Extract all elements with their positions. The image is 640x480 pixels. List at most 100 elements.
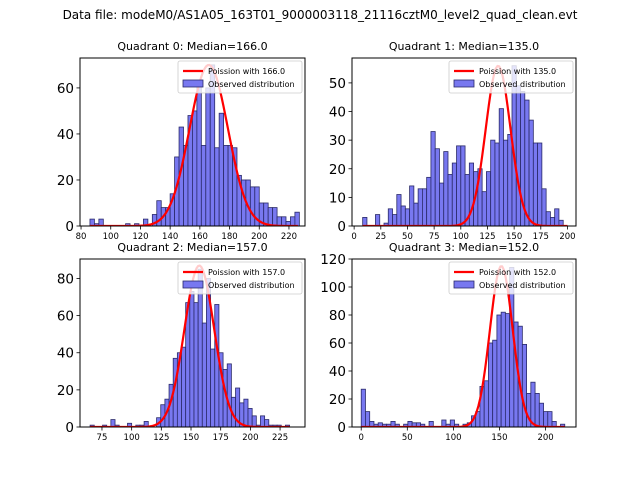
y-tick-label: 80: [329, 308, 346, 324]
subplot-title: Quadrant 2: Median=157.0: [117, 241, 267, 254]
legend-box: [448, 60, 574, 94]
histogram-bar: [430, 131, 436, 226]
subplot-title: Quadrant 1: Median=135.0: [389, 40, 539, 53]
histogram-bar: [485, 171, 492, 226]
histogram-bar: [490, 139, 496, 226]
histogram-bar: [210, 348, 216, 427]
histogram-bar: [483, 380, 489, 427]
y-tick-label: 40: [57, 127, 74, 143]
legend: Poission with 152.0 Observed distribution: [448, 261, 574, 295]
plot-area: [362, 64, 568, 226]
histogram-bar: [396, 194, 402, 226]
histogram-bar: [534, 392, 540, 427]
subplot-title: Quadrant 3: Median=152.0: [389, 241, 539, 254]
histogram-bar: [205, 87, 211, 226]
legend: Poission with 157.0 Observed distribution: [177, 261, 303, 295]
poisson-curve: [361, 265, 565, 427]
histogram-bar: [500, 311, 506, 427]
histogram-bar: [503, 139, 509, 226]
histogram-bar: [394, 423, 400, 427]
histogram-bar: [560, 423, 566, 427]
legend-bar-swatch: [182, 79, 204, 88]
histogram-bar: [214, 304, 220, 427]
y-tick-label: 60: [329, 336, 346, 352]
legend-label-observed: Observed distribution: [208, 281, 295, 290]
y-tick-label: 20: [57, 383, 74, 399]
histogram-bar: [488, 342, 494, 427]
histogram-bar: [181, 346, 187, 427]
histogram-bar: [400, 205, 406, 226]
legend-label-poisson: Poission with 157.0: [208, 268, 285, 277]
histogram-bar: [110, 419, 116, 427]
y-tick-label: 50: [329, 76, 346, 92]
legend-box: [177, 60, 303, 94]
histogram-bar: [538, 402, 544, 427]
histogram-bar: [504, 313, 511, 427]
x-tick-label: 150: [506, 232, 522, 242]
x-tick-label: 75: [429, 232, 440, 242]
poisson-curve: [362, 64, 568, 226]
histogram-bar: [413, 202, 419, 226]
histogram-bar: [426, 176, 432, 226]
histogram-bar: [409, 185, 415, 226]
y-tick-label: 20: [329, 162, 346, 178]
x-tick-label: 100: [445, 433, 461, 443]
y-tick-label: 40: [329, 364, 346, 380]
legend-label-observed: Observed distribution: [479, 80, 566, 89]
histogram-bar: [362, 217, 368, 226]
axes-frame: [351, 57, 577, 227]
legend-box: [177, 261, 303, 295]
histogram-bar: [420, 423, 426, 427]
histogram-bar: [365, 411, 371, 427]
x-tick-label: 125: [479, 232, 495, 242]
x-tick-label: 180: [221, 232, 237, 242]
x-tick-label: 100: [124, 433, 140, 443]
x-tick-label: 50: [402, 232, 413, 242]
histogram-bar: [387, 208, 393, 226]
histogram-bar: [360, 388, 366, 427]
legend-label-poisson: Poission with 152.0: [479, 268, 556, 277]
histogram-bar: [249, 186, 256, 226]
legend-box: [448, 261, 574, 295]
x-tick-label: 150: [183, 433, 199, 443]
y-tick-label: 0: [337, 420, 346, 436]
x-tick-label: 0: [359, 433, 364, 443]
histogram-bar: [281, 216, 287, 226]
histogram-bar: [272, 207, 278, 226]
legend: Poission with 135.0 Observed distribution: [448, 60, 574, 94]
y-tick-label: 40: [57, 346, 74, 362]
legend-bar-swatch: [453, 280, 475, 289]
y-tick-label: 40: [329, 105, 346, 121]
figure-suptitle: Data file: modeM0/AS1A05_163T01_90000031…: [62, 8, 578, 22]
plot-area: [89, 63, 300, 226]
histogram-bar: [189, 291, 195, 427]
x-tick-label: 80: [76, 232, 87, 242]
histogram-bar: [530, 381, 536, 427]
histogram-bar: [264, 419, 270, 427]
x-tick-label: 220: [281, 232, 297, 242]
histogram-bar: [214, 147, 220, 226]
y-tick-label: 60: [57, 81, 74, 97]
y-tick-label: 0: [65, 420, 74, 436]
plot-area: [360, 265, 566, 427]
histogram-bar: [554, 208, 560, 226]
histogram-bar: [545, 211, 551, 226]
histogram-bar: [192, 110, 198, 226]
y-tick-label: 100: [320, 280, 346, 296]
x-tick-label: 75: [97, 433, 108, 443]
histogram-bar: [290, 216, 296, 226]
histogram-bar: [449, 419, 455, 427]
y-tick-label: 10: [329, 190, 346, 206]
x-tick-label: 200: [242, 433, 258, 443]
y-tick-label: 0: [337, 219, 346, 235]
histogram-bar: [404, 208, 411, 226]
subplot-quadrant-3: Quadrant 3: Median=152.0 0 20 40 60 80 100 120 0…: [320, 241, 577, 443]
histogram-bar: [537, 142, 543, 226]
x-tick-label: 160: [192, 232, 208, 242]
histogram-bar: [468, 162, 475, 226]
y-tick-label: 120: [320, 252, 346, 268]
histogram-bar: [528, 119, 534, 226]
histogram-bar: [543, 411, 549, 427]
histogram-bar: [243, 398, 249, 427]
